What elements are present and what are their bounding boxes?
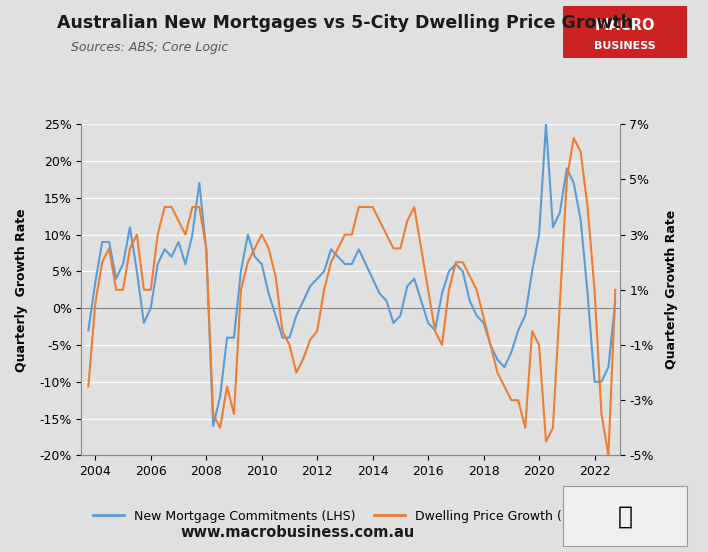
Text: Sources: ABS; Core Logic: Sources: ABS; Core Logic (71, 41, 228, 55)
Y-axis label: Quarterly Growth Rate: Quarterly Growth Rate (665, 210, 678, 369)
Text: 🐺: 🐺 (617, 504, 632, 528)
Text: www.macrobusiness.com.au: www.macrobusiness.com.au (181, 525, 414, 540)
Text: BUSINESS: BUSINESS (594, 41, 656, 51)
Y-axis label: Quarterly  Growth Rate: Quarterly Growth Rate (15, 208, 28, 371)
Text: MACRO: MACRO (595, 18, 655, 33)
Legend: New Mortgage Commitments (LHS), Dwelling Price Growth (RHS): New Mortgage Commitments (LHS), Dwelling… (88, 505, 598, 528)
Text: Australian New Mortgages vs 5-City Dwelling Price Growth: Australian New Mortgages vs 5-City Dwell… (57, 14, 633, 32)
